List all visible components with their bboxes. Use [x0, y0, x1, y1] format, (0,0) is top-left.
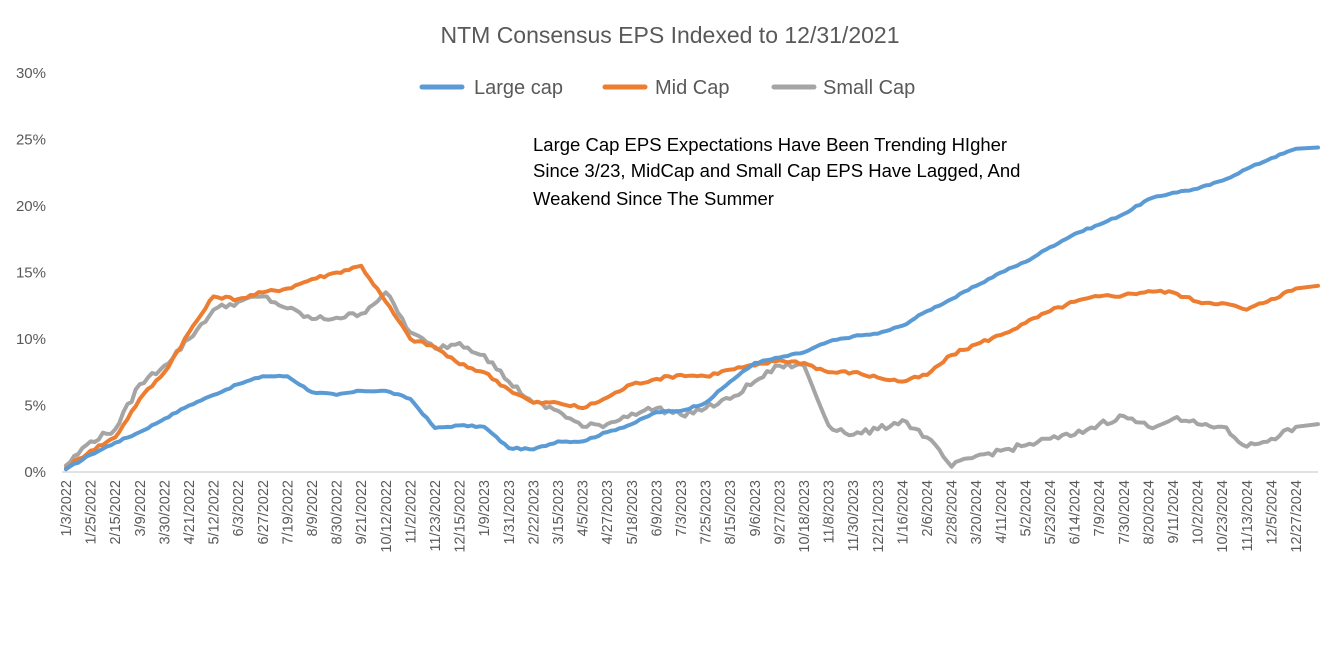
x-tick-label: 11/2/2022: [403, 480, 419, 543]
x-tick-label: 11/30/2023: [846, 480, 862, 552]
x-tick-label: 11/23/2022: [428, 480, 444, 552]
series-line-small-cap: [64, 290, 1320, 469]
x-tick-label: 4/27/2023: [600, 480, 616, 545]
x-tick-label: 10/12/2022: [379, 480, 395, 553]
x-tick-label: 11/8/2023: [822, 480, 838, 543]
x-axis: 1/3/2022 1/25/2022 2/15/2022 3/9/2022 3/30/2…: [59, 480, 1305, 553]
x-tick-label: 3/9/2022: [133, 480, 149, 536]
annotation: Large Cap EPS Expectations Have Been Tre…: [533, 134, 1020, 209]
x-tick-label: 3/15/2023: [551, 480, 567, 545]
x-tick-label: 6/9/2023: [649, 480, 665, 536]
x-tick-label: 10/2/2024: [1191, 480, 1207, 545]
legend-label-mid-cap: Mid Cap: [655, 77, 729, 99]
y-tick-label: 10%: [16, 331, 46, 348]
x-tick-label: 6/14/2024: [1068, 480, 1084, 545]
x-tick-label: 7/19/2022: [280, 480, 296, 545]
y-tick-label: 15%: [16, 265, 46, 282]
series-line-mid-cap: [64, 263, 1320, 470]
x-tick-label: 9/21/2022: [354, 480, 370, 545]
x-tick-label: 10/18/2023: [797, 480, 813, 553]
x-tick-label: 3/30/2022: [157, 480, 173, 545]
y-tick-label: 30%: [16, 65, 46, 82]
x-tick-label: 12/5/2024: [1264, 480, 1280, 545]
annotation-line-3: Weakend Since The Summer: [533, 188, 774, 209]
x-tick-label: 8/15/2023: [723, 480, 739, 545]
legend-label-small-cap: Small Cap: [823, 77, 915, 99]
legend-item-large-cap[interactable]: Large cap: [419, 77, 563, 99]
x-tick-label: 12/15/2022: [453, 480, 469, 553]
x-tick-label: 7/30/2024: [1117, 480, 1133, 545]
x-tick-label: 2/15/2022: [108, 480, 124, 545]
x-tick-label: 2/22/2023: [526, 480, 542, 545]
x-tick-label: 6/27/2022: [256, 480, 272, 545]
x-tick-label: 7/3/2023: [674, 480, 690, 536]
legend-item-small-cap[interactable]: Small Cap: [771, 77, 915, 99]
x-tick-label: 5/2/2024: [1018, 480, 1034, 536]
x-tick-label: 5/12/2022: [207, 480, 223, 545]
legend-item-mid-cap[interactable]: Mid Cap: [602, 77, 729, 99]
x-tick-label: 6/3/2022: [231, 480, 247, 536]
x-tick-label: 10/23/2024: [1215, 480, 1231, 553]
x-tick-label: 9/27/2023: [772, 480, 788, 545]
x-tick-label: 4/11/2024: [994, 480, 1010, 543]
x-tick-label: 1/16/2024: [895, 480, 911, 545]
series-line-large-cap: [64, 145, 1320, 472]
x-tick-label: 11/13/2024: [1240, 480, 1256, 552]
annotation-line-1: Large Cap EPS Expectations Have Been Tre…: [533, 134, 1007, 155]
x-tick-label: 1/25/2022: [84, 480, 100, 545]
x-tick-label: 5/18/2023: [625, 480, 641, 545]
x-tick-label: 8/9/2022: [305, 480, 321, 536]
x-tick-label: 12/21/2023: [871, 480, 887, 553]
x-tick-label: 8/20/2024: [1141, 480, 1157, 545]
x-tick-label: 9/6/2023: [748, 480, 764, 536]
x-tick-label: 1/3/2022: [59, 480, 75, 536]
x-tick-label: 12/27/2024: [1289, 480, 1305, 553]
x-tick-label: 7/25/2023: [699, 480, 715, 545]
x-tick-label: 8/30/2022: [330, 480, 346, 545]
x-tick-label: 5/23/2024: [1043, 480, 1059, 545]
annotation-line-2: Since 3/23, MidCap and Small Cap EPS Hav…: [533, 160, 1020, 181]
x-tick-label: 3/20/2024: [969, 480, 985, 545]
x-tick-label: 2/28/2024: [945, 480, 961, 545]
y-tick-label: 20%: [16, 198, 46, 215]
series-group: [64, 145, 1320, 472]
x-tick-label: 7/9/2024: [1092, 480, 1108, 536]
chart-title: NTM Consensus EPS Indexed to 12/31/2021: [440, 22, 899, 48]
legend-label-large-cap: Large cap: [474, 77, 563, 99]
x-tick-label: 2/6/2024: [920, 480, 936, 536]
y-axis: 0% 5% 10% 15% 20% 25% 30%: [16, 65, 46, 481]
x-tick-label: 9/11/2024: [1166, 480, 1182, 543]
y-tick-label: 5%: [24, 398, 46, 415]
x-tick-label: 4/5/2023: [576, 480, 592, 536]
legend: Large cap Mid Cap Small Cap: [419, 77, 915, 99]
x-tick-label: 1/31/2023: [502, 480, 518, 545]
x-tick-label: 1/9/2023: [477, 480, 493, 536]
x-tick-label: 4/21/2022: [182, 480, 198, 545]
y-tick-label: 0%: [24, 464, 46, 481]
y-tick-label: 25%: [16, 132, 46, 149]
